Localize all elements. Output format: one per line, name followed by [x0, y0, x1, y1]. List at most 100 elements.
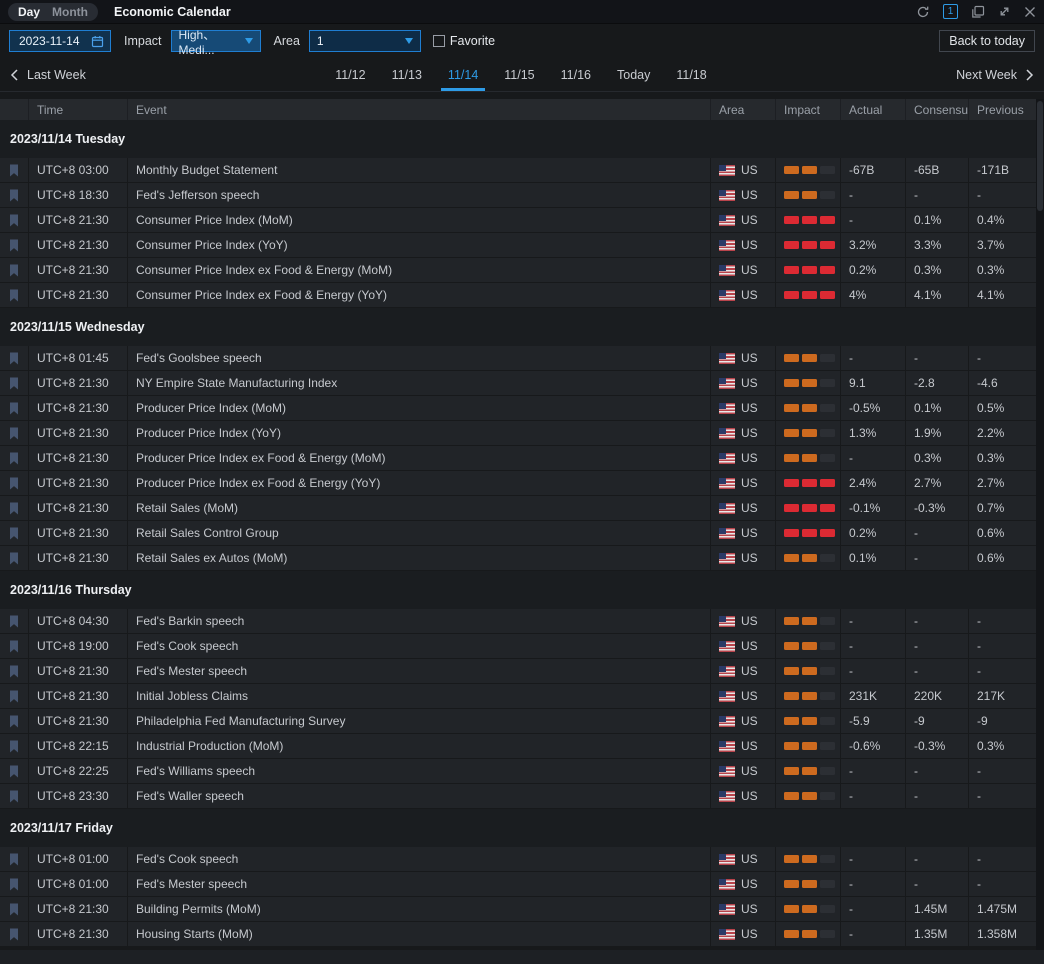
- table-row[interactable]: UTC+8 21:30Producer Price Index ex Food …: [0, 446, 1036, 470]
- consensus-cell: -: [905, 634, 968, 658]
- tab-month[interactable]: Month: [52, 5, 88, 19]
- bookmark-cell[interactable]: [0, 922, 28, 946]
- week-day-tab[interactable]: 11/14: [448, 60, 478, 90]
- horizontal-scrollbar[interactable]: [0, 950, 1044, 964]
- table-row[interactable]: UTC+8 21:30Consumer Price Index (MoM)US-…: [0, 208, 1036, 232]
- bookmark-cell[interactable]: [0, 634, 28, 658]
- area-dropdown[interactable]: 1: [309, 30, 421, 52]
- bookmark-cell[interactable]: [0, 709, 28, 733]
- bookmark-cell[interactable]: [0, 546, 28, 570]
- bookmark-cell[interactable]: [0, 659, 28, 683]
- favorite-checkbox[interactable]: [433, 35, 445, 47]
- week-day-tab[interactable]: 11/15: [504, 60, 534, 90]
- table-row[interactable]: UTC+8 21:30Fed's Mester speechUS---: [0, 659, 1036, 683]
- table-row[interactable]: UTC+8 01:00Fed's Mester speechUS---: [0, 872, 1036, 896]
- area-cell: US: [710, 546, 775, 570]
- bookmark-cell[interactable]: [0, 233, 28, 257]
- bookmark-cell[interactable]: [0, 496, 28, 520]
- bookmark-cell[interactable]: [0, 258, 28, 282]
- table-row[interactable]: UTC+8 21:30Consumer Price Index ex Food …: [0, 258, 1036, 282]
- bookmark-cell[interactable]: [0, 183, 28, 207]
- close-icon[interactable]: [1024, 6, 1036, 18]
- table-row[interactable]: UTC+8 23:30Fed's Waller speechUS---: [0, 784, 1036, 808]
- consensus-cell: -9: [905, 709, 968, 733]
- impact-cell: [775, 396, 840, 420]
- table-row[interactable]: UTC+8 03:00Monthly Budget StatementUS-67…: [0, 158, 1036, 182]
- chevron-down-icon: [245, 38, 253, 44]
- area-code: US: [741, 689, 758, 703]
- table-row[interactable]: UTC+8 21:30Producer Price Index (YoY)US1…: [0, 421, 1036, 445]
- back-to-today-button[interactable]: Back to today: [939, 30, 1035, 52]
- view-toggle: Day Month: [8, 3, 98, 21]
- bookmark-cell[interactable]: [0, 421, 28, 445]
- consensus-cell: -: [905, 546, 968, 570]
- bookmark-icon: [9, 164, 19, 177]
- panel-count-badge[interactable]: 1: [943, 4, 958, 19]
- bookmark-icon: [9, 640, 19, 653]
- impact-bar: [784, 880, 799, 888]
- table-row[interactable]: UTC+8 18:30Fed's Jefferson speechUS---: [0, 183, 1036, 207]
- impact-bar: [784, 291, 799, 299]
- bookmark-cell[interactable]: [0, 346, 28, 370]
- table-row[interactable]: UTC+8 01:00Fed's Cook speechUS---: [0, 847, 1036, 871]
- week-day-tab[interactable]: 11/13: [392, 60, 422, 90]
- refresh-icon[interactable]: [916, 5, 930, 19]
- consensus-cell: -: [905, 183, 968, 207]
- actual-cell: -: [840, 346, 905, 370]
- bookmark-cell[interactable]: [0, 283, 28, 307]
- week-day-tab[interactable]: Today: [617, 60, 650, 90]
- favorite-filter[interactable]: Favorite: [433, 34, 495, 48]
- table-row[interactable]: UTC+8 19:00Fed's Cook speechUS---: [0, 634, 1036, 658]
- bookmark-cell[interactable]: [0, 897, 28, 921]
- bookmark-cell[interactable]: [0, 396, 28, 420]
- table-row[interactable]: UTC+8 21:30Initial Jobless ClaimsUS231K2…: [0, 684, 1036, 708]
- event-cell: Fed's Mester speech: [127, 872, 710, 896]
- table-row[interactable]: UTC+8 21:30Philadelphia Fed Manufacturin…: [0, 709, 1036, 733]
- impact-dropdown[interactable]: High、Medi...: [171, 30, 261, 52]
- bookmark-cell[interactable]: [0, 609, 28, 633]
- event-cell: Retail Sales ex Autos (MoM): [127, 546, 710, 570]
- last-week-button[interactable]: Last Week: [10, 68, 86, 82]
- bookmark-cell[interactable]: [0, 684, 28, 708]
- table-row[interactable]: UTC+8 21:30Housing Starts (MoM)US-1.35M1…: [0, 922, 1036, 946]
- week-day-tab[interactable]: 11/16: [561, 60, 591, 90]
- table-row[interactable]: UTC+8 21:30Producer Price Index ex Food …: [0, 471, 1036, 495]
- vertical-scrollbar[interactable]: [1036, 99, 1044, 950]
- table-row[interactable]: UTC+8 21:30Retail Sales Control GroupUS0…: [0, 521, 1036, 545]
- bookmark-cell[interactable]: [0, 371, 28, 395]
- duplicate-icon[interactable]: [971, 5, 985, 19]
- bookmark-cell[interactable]: [0, 872, 28, 896]
- impact-bar: [802, 291, 817, 299]
- bookmark-cell[interactable]: [0, 446, 28, 470]
- next-week-button[interactable]: Next Week: [956, 68, 1034, 82]
- bookmark-cell[interactable]: [0, 784, 28, 808]
- week-day-tab[interactable]: 11/18: [676, 60, 706, 90]
- table-row[interactable]: UTC+8 01:45Fed's Goolsbee speechUS---: [0, 346, 1036, 370]
- tab-day[interactable]: Day: [18, 5, 40, 19]
- table-row[interactable]: UTC+8 21:30Building Permits (MoM)US-1.45…: [0, 897, 1036, 921]
- bookmark-cell[interactable]: [0, 521, 28, 545]
- table-row[interactable]: UTC+8 21:30Retail Sales (MoM)US-0.1%-0.3…: [0, 496, 1036, 520]
- table-row[interactable]: UTC+8 21:30Retail Sales ex Autos (MoM)US…: [0, 546, 1036, 570]
- table-row[interactable]: UTC+8 21:30Consumer Price Index ex Food …: [0, 283, 1036, 307]
- bookmark-cell[interactable]: [0, 734, 28, 758]
- area-cell: US: [710, 183, 775, 207]
- date-picker[interactable]: 2023-11-14: [9, 30, 111, 52]
- table-row[interactable]: UTC+8 21:30NY Empire State Manufacturing…: [0, 371, 1036, 395]
- table-row[interactable]: UTC+8 22:15Industrial Production (MoM)US…: [0, 734, 1036, 758]
- bookmark-cell[interactable]: [0, 759, 28, 783]
- bookmark-cell[interactable]: [0, 158, 28, 182]
- scrollbar-thumb[interactable]: [1037, 101, 1043, 211]
- expand-icon[interactable]: [998, 5, 1011, 18]
- week-day-tab[interactable]: 11/12: [335, 60, 365, 90]
- bookmark-cell[interactable]: [0, 471, 28, 495]
- bookmark-cell[interactable]: [0, 847, 28, 871]
- table-row[interactable]: UTC+8 22:25Fed's Williams speechUS---: [0, 759, 1036, 783]
- calendar-table-body: 2023/11/14 TuesdayUTC+8 03:00Monthly Bud…: [0, 120, 1036, 946]
- table-row[interactable]: UTC+8 04:30Fed's Barkin speechUS---: [0, 609, 1036, 633]
- bookmark-cell[interactable]: [0, 208, 28, 232]
- table-row[interactable]: UTC+8 21:30Producer Price Index (MoM)US-…: [0, 396, 1036, 420]
- consensus-cell: -2.8: [905, 371, 968, 395]
- table-row[interactable]: UTC+8 21:30Consumer Price Index (YoY)US3…: [0, 233, 1036, 257]
- consensus-cell: 4.1%: [905, 283, 968, 307]
